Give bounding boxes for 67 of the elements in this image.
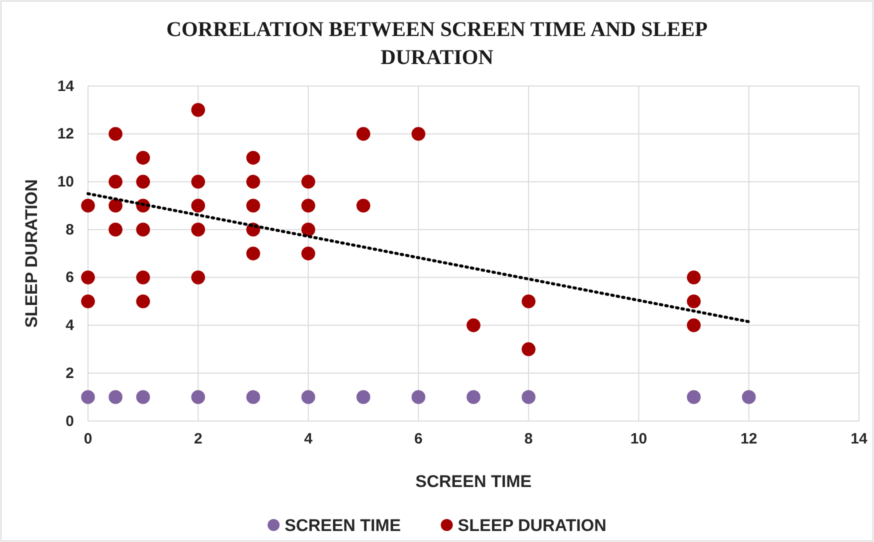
y-tick-label: 2 [66,364,74,382]
point [686,270,701,284]
chart-title: CORRELATION BETWEEN SCREEN TIME AND SLEEP DURATION [166,17,708,69]
point [522,342,536,356]
legend-label: SLEEP DURATION [458,516,606,535]
y-tick-label: 12 [57,126,74,143]
point [108,390,122,404]
point [246,198,260,213]
point [81,294,95,308]
x-tick-label: 12 [740,430,758,448]
point [356,126,370,141]
point [191,390,206,404]
point [108,126,122,141]
y-axis-title: SLEEP DURATION [22,179,41,328]
point [742,390,756,404]
x-axis-title: SCREEN TIME [415,472,532,491]
point [136,222,150,236]
y-tick-label: 14 [57,78,75,95]
point [412,390,426,404]
legend-label: SCREEN TIME [284,516,401,535]
point [686,318,701,332]
x-tick-label: 0 [84,430,92,448]
point [686,390,701,404]
point [412,126,426,141]
point [356,198,370,213]
point [108,222,122,236]
x-tick-label: 2 [194,430,202,448]
x-tick-label: 8 [524,430,533,448]
point [522,390,536,404]
point [191,198,206,213]
point [466,390,480,404]
point [136,390,150,404]
point [246,150,260,165]
x-tick-label: 14 [850,430,868,448]
point [81,198,95,213]
point [191,103,206,117]
point [191,222,206,236]
point [191,174,206,189]
y-tick-label: 0 [66,412,74,430]
point [246,174,260,189]
point [246,246,260,260]
point [301,246,316,260]
x-tick-label: 4 [304,430,314,448]
point [136,270,150,284]
y-tick-label: 4 [66,317,75,334]
point [301,390,316,404]
point [466,318,480,332]
y-tick-label: 8 [66,221,74,238]
x-tick-label: 6 [414,430,423,448]
y-tick-label: 6 [66,269,74,286]
point [301,222,316,236]
point [81,390,95,404]
point [108,174,122,189]
point [686,294,701,308]
point [136,150,150,165]
point [136,174,150,189]
x-tick-label: 10 [630,430,648,448]
point [108,198,122,213]
point [522,294,536,308]
point [191,270,206,284]
point [301,174,316,189]
point [356,390,370,404]
point [81,270,95,284]
point [136,294,150,308]
point [246,390,260,404]
point [301,198,316,213]
y-tick-label: 10 [57,174,74,191]
